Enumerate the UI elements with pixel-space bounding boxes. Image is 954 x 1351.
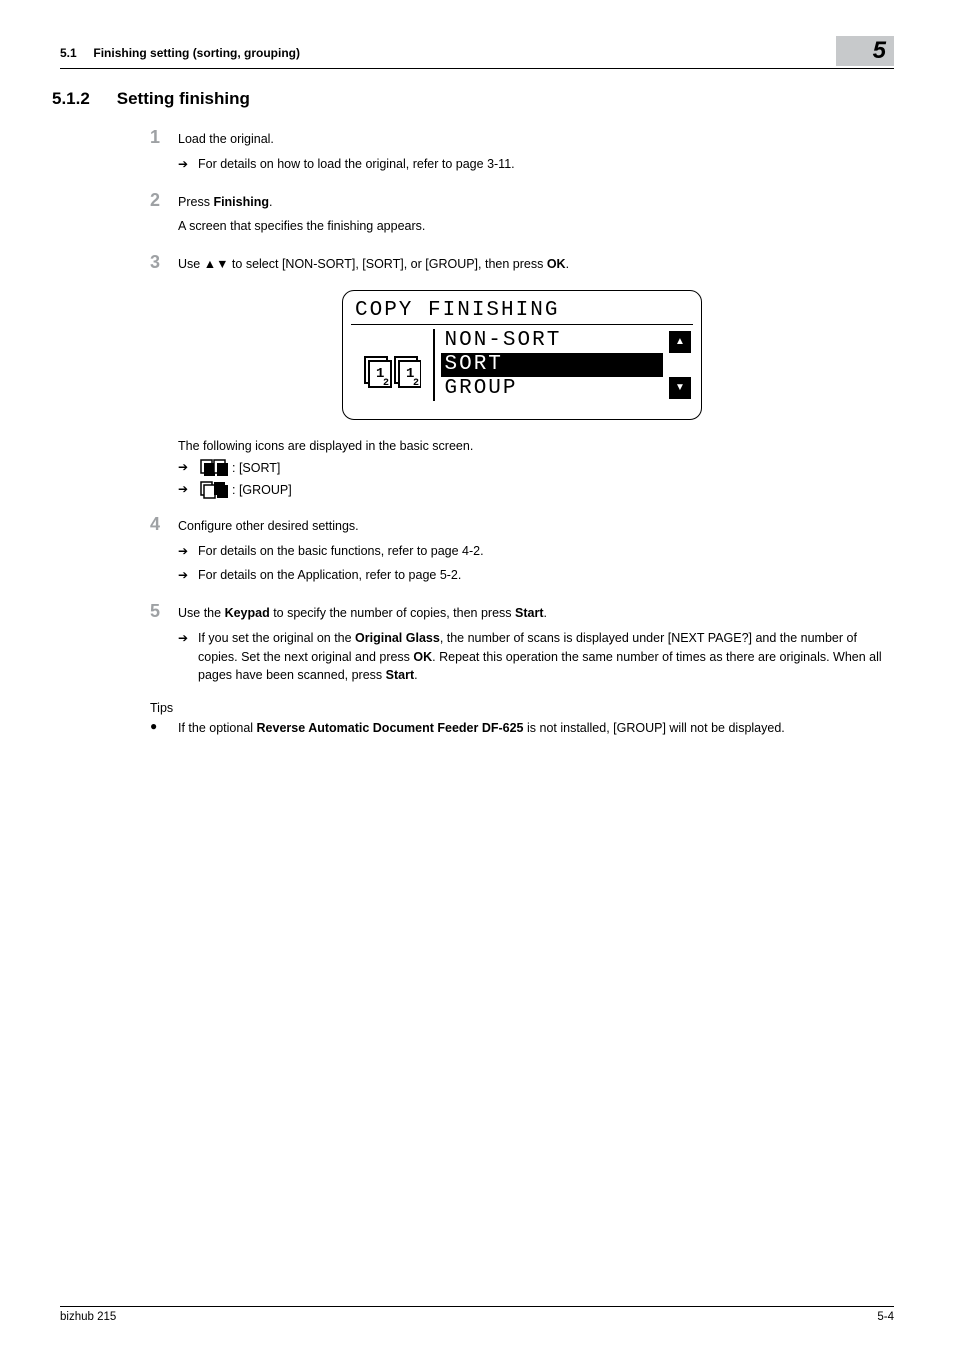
footer-left: bizhub 215 xyxy=(60,1311,116,1323)
step-after-text: A screen that specifies the finishing ap… xyxy=(178,217,894,236)
step-2: 2 Press Finishing. A screen that specifi… xyxy=(150,190,894,237)
tips-bullet: ● If the optional Reverse Automatic Docu… xyxy=(150,719,894,738)
lcd-options: NON-SORT SORT GROUP xyxy=(441,329,664,401)
sub-text: If you set the original on the Original … xyxy=(198,629,894,685)
tips-label: Tips xyxy=(150,701,894,715)
step-text: Press Finishing. xyxy=(178,193,894,212)
arrow-icon: ➔ xyxy=(178,544,198,558)
page-footer: bizhub 215 5-4 xyxy=(60,1306,894,1323)
lcd-option[interactable]: NON-SORT xyxy=(441,329,664,353)
sub-text: For details on how to load the original,… xyxy=(198,155,894,174)
step-text: Use ▲▼ to select [NON-SORT], [SORT], or … xyxy=(178,255,894,274)
arrow-icon: ➔ xyxy=(178,480,198,499)
steps-list: 1 Load the original. ➔ For details on ho… xyxy=(150,127,894,685)
post-lcd-block: The following icons are displayed in the… xyxy=(178,436,894,500)
svg-text:2: 2 xyxy=(383,378,389,389)
lcd-title: COPY FINISHING xyxy=(351,299,693,325)
header-section-ref: 5.1 xyxy=(60,46,77,60)
sub-text: For details on the basic functions, refe… xyxy=(198,542,894,561)
lcd-left-icons: 1 2 1 2 xyxy=(351,329,433,401)
arrow-icon: ➔ xyxy=(178,568,198,582)
arrow-icon: ➔ xyxy=(178,458,198,477)
step-number: 5 xyxy=(150,601,178,622)
lcd-option[interactable]: GROUP xyxy=(441,377,664,401)
group-icon xyxy=(200,481,228,499)
scroll-down-button[interactable]: ▼ xyxy=(669,377,691,399)
step-sub: ➔ For details on the Application, refer … xyxy=(178,566,894,585)
tips-text: If the optional Reverse Automatic Docume… xyxy=(178,719,894,738)
step-sub: ➔ For details on how to load the origina… xyxy=(178,155,894,174)
step-text: Load the original. xyxy=(178,130,894,149)
svg-text:2: 2 xyxy=(413,378,419,389)
step-text: Use the Keypad to specify the number of … xyxy=(178,604,894,623)
section-number: 5.1.2 xyxy=(52,89,112,109)
icon-line-group: ➔ : [GROUP] xyxy=(178,480,894,500)
icon-label: : [SORT] xyxy=(232,458,280,478)
step-3: 3 Use ▲▼ to select [NON-SORT], [SORT], o… xyxy=(150,252,894,274)
bullet-icon: ● xyxy=(150,719,178,738)
chapter-number: 5 xyxy=(873,37,886,65)
step-5: 5 Use the Keypad to specify the number o… xyxy=(150,601,894,685)
step-number: 1 xyxy=(150,127,178,148)
step-number: 2 xyxy=(150,190,178,211)
step-text: Configure other desired settings. xyxy=(178,517,894,536)
step-number: 4 xyxy=(150,514,178,535)
arrow-icon: ➔ xyxy=(178,157,198,171)
icon-line-sort: ➔ : [SORT] xyxy=(178,458,894,478)
section-heading: 5.1.2 Setting finishing xyxy=(52,89,894,109)
step-sub: ➔ For details on the basic functions, re… xyxy=(178,542,894,561)
scroll-up-button[interactable]: ▲ xyxy=(669,331,691,353)
sub-text: For details on the Application, refer to… xyxy=(198,566,894,585)
lcd-option-selected[interactable]: SORT xyxy=(441,353,664,377)
page-header: 5.1 Finishing setting (sorting, grouping… xyxy=(60,40,894,69)
post-lcd-intro: The following icons are displayed in the… xyxy=(178,436,894,456)
chapter-tab: 5 xyxy=(836,36,894,66)
footer-right: 5-4 xyxy=(877,1311,894,1323)
header-section-title: Finishing setting (sorting, grouping) xyxy=(93,46,300,60)
icon-label: : [GROUP] xyxy=(232,480,292,500)
lcd-panel: COPY FINISHING 1 2 1 2 NON-SORT SORT GRO… xyxy=(342,290,702,420)
step-1: 1 Load the original. ➔ For details on ho… xyxy=(150,127,894,174)
section-title: Setting finishing xyxy=(117,89,250,108)
lcd-scroll: ▲ ▼ xyxy=(663,329,693,401)
header-breadcrumb: 5.1 Finishing setting (sorting, grouping… xyxy=(60,46,300,60)
sort-icon xyxy=(200,459,228,477)
step-sub: ➔ If you set the original on the Origina… xyxy=(178,629,894,685)
sort-pages-icon: 1 2 1 2 xyxy=(363,353,421,399)
arrow-icon: ➔ xyxy=(178,631,198,645)
step-4: 4 Configure other desired settings. ➔ Fo… xyxy=(150,514,894,585)
step-number: 3 xyxy=(150,252,178,273)
